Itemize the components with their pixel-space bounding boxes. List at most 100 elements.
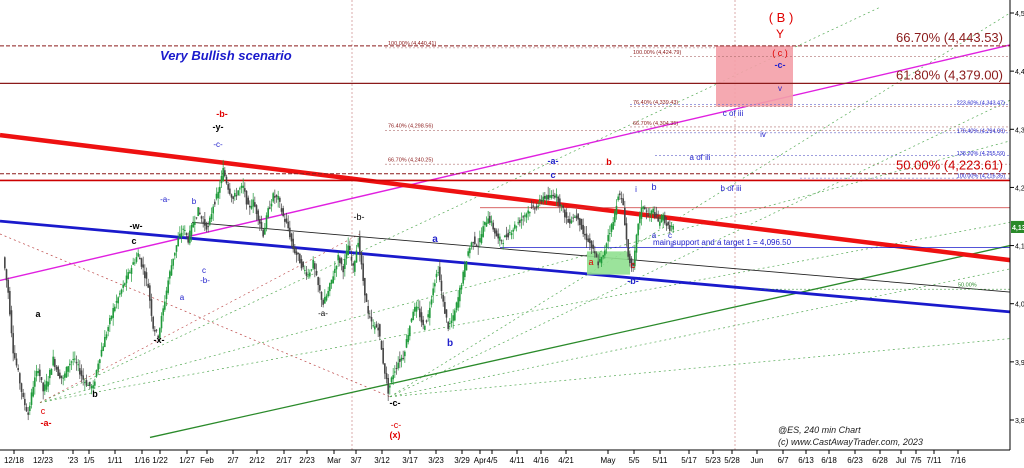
candle-body (129, 271, 131, 273)
candle-body (440, 280, 443, 292)
x-tick-label: 3/29 (454, 456, 470, 465)
x-tick-label: 2/7 (227, 456, 239, 465)
candle-body (29, 405, 31, 412)
candle-body (609, 232, 611, 235)
wave-label: -b- (216, 109, 228, 119)
candle-body (167, 280, 169, 293)
candle-body (619, 193, 621, 196)
candle-body (357, 242, 359, 247)
candle-body (242, 185, 244, 188)
candle-body (80, 370, 83, 377)
candle-body (614, 211, 616, 223)
candle-body (429, 307, 431, 318)
candle-body (184, 229, 186, 231)
candle-body (64, 373, 66, 378)
candle-body (47, 381, 49, 387)
candle-body (85, 380, 88, 386)
green-fan-line (389, 268, 1011, 398)
y-tick-label: 4,400.00 (1015, 69, 1024, 76)
x-tick-label: 6/7 (777, 456, 789, 465)
candle-body (60, 375, 63, 378)
candle-body (320, 291, 323, 300)
x-tick-label: 2/23 (299, 456, 315, 465)
candle-body (534, 208, 536, 210)
candle-body (322, 299, 324, 305)
candle-body (200, 216, 203, 219)
candle-body (339, 257, 341, 263)
candle-body (495, 230, 498, 237)
candle-body (229, 188, 231, 195)
x-tick-label: '23 (68, 456, 79, 465)
candle-body (24, 398, 26, 406)
support-zone-box (587, 251, 630, 275)
wave-label: b (447, 338, 453, 349)
x-tick-label: 5/5 (628, 456, 640, 465)
x-tick-label: 7/16 (950, 456, 966, 465)
candle-body (404, 351, 406, 357)
candle-body (472, 242, 474, 244)
candle-body (330, 279, 333, 284)
candle-body (527, 210, 529, 214)
candle-body (345, 250, 348, 259)
candle-body (240, 185, 243, 188)
wave-label: -a- (318, 309, 328, 318)
candle-body (412, 311, 414, 320)
candle-body (15, 358, 18, 366)
wave-label: c of iii (723, 109, 744, 118)
candle-body (445, 309, 448, 318)
candle-body (437, 272, 439, 274)
candle-body (565, 212, 568, 218)
candle-body (659, 221, 661, 226)
candle-body (525, 213, 528, 218)
candle-body (160, 316, 163, 329)
fib-percent-label: 138.20% (4,255.59) (957, 151, 1005, 157)
candle-body (384, 363, 386, 374)
candle-body (270, 203, 273, 207)
candle-body (477, 245, 479, 248)
candle-body (100, 349, 103, 357)
candle-body (547, 194, 549, 200)
candle-body (584, 233, 586, 236)
candle-body (540, 200, 543, 202)
candle-body (537, 205, 539, 207)
candle-body (415, 306, 418, 312)
candle-body (535, 206, 538, 209)
candle-body (9, 290, 11, 315)
y-tick-label: 4,500.00 (1015, 11, 1024, 18)
candle-body (634, 250, 636, 267)
wave-label: a (652, 231, 657, 240)
candle-body (532, 205, 534, 207)
candle-body (75, 361, 78, 364)
candle-body (400, 357, 403, 361)
candle-body (647, 215, 649, 217)
candle-body (602, 255, 604, 257)
candle-body (304, 269, 306, 271)
candle-body (599, 259, 601, 262)
candle-body (110, 315, 113, 320)
candle-body (439, 266, 441, 281)
candle-body (494, 228, 496, 234)
fib-percent-label: 100.00% (4,216.35) (957, 174, 1005, 180)
wave-label: -w- (130, 221, 143, 231)
candle-body (627, 239, 629, 257)
wave-label: ( c ) (772, 48, 788, 58)
candle-body (7, 279, 9, 293)
candle-body (504, 235, 506, 238)
candle-body (310, 269, 313, 271)
candle-body (139, 257, 141, 260)
wave-label: -a- (160, 195, 170, 204)
candle-body (262, 229, 264, 237)
fib-level-label: 66.70% (4,443.53) (896, 30, 1003, 45)
candle-body (244, 188, 246, 192)
candle-body (59, 372, 61, 379)
candle-body (207, 226, 209, 228)
candle-body (629, 253, 631, 264)
x-tick-label: 6/13 (798, 456, 814, 465)
candle-body (250, 205, 253, 209)
candle-body (62, 377, 64, 379)
candle-body (65, 366, 68, 378)
candle-body (267, 208, 269, 218)
candle-body (587, 238, 589, 242)
candle-body (74, 358, 76, 360)
